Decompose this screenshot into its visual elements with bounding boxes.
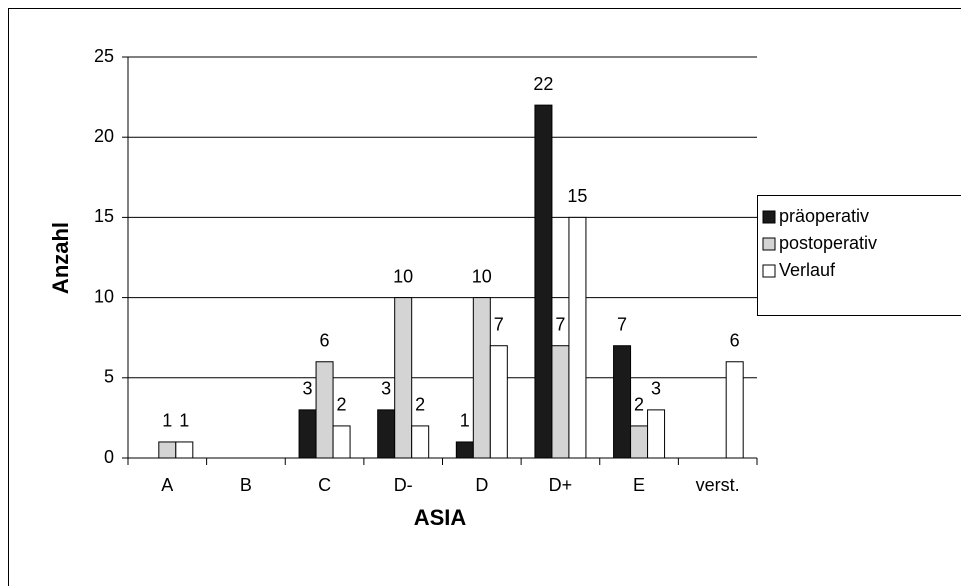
bar bbox=[394, 297, 413, 459]
y-axis-title: Anzahl bbox=[48, 222, 73, 294]
data-label: 7 bbox=[555, 314, 565, 334]
legend-box bbox=[757, 195, 961, 316]
bar bbox=[455, 441, 474, 459]
x-tick-label: verst. bbox=[696, 475, 740, 495]
y-tick-label: 10 bbox=[94, 286, 114, 306]
data-label: 3 bbox=[651, 379, 661, 399]
bar bbox=[158, 441, 177, 459]
x-axis-title: ASIA bbox=[414, 505, 467, 530]
data-label: 10 bbox=[472, 266, 492, 286]
x-tick-label: B bbox=[240, 475, 252, 495]
bar bbox=[411, 425, 430, 459]
legend-label: Verlauf bbox=[779, 260, 836, 280]
bar bbox=[175, 441, 194, 459]
data-label: 6 bbox=[730, 331, 740, 351]
y-tick-label: 5 bbox=[104, 367, 114, 387]
y-tick-label: 25 bbox=[94, 46, 114, 66]
data-label: 7 bbox=[494, 314, 504, 334]
legend-label: postoperativ bbox=[779, 233, 877, 253]
x-tick-label: E bbox=[633, 475, 645, 495]
bar bbox=[534, 104, 553, 459]
bar bbox=[472, 297, 491, 459]
data-label: 6 bbox=[320, 331, 330, 351]
data-label: 2 bbox=[634, 395, 644, 415]
bar bbox=[489, 345, 508, 459]
x-tick-label: D+ bbox=[549, 475, 573, 495]
data-label: 15 bbox=[567, 186, 587, 206]
x-tick-label: A bbox=[161, 475, 173, 495]
bar bbox=[613, 345, 632, 459]
x-tick-label: C bbox=[318, 475, 331, 495]
y-tick-label: 20 bbox=[94, 126, 114, 146]
y-tick-label: 0 bbox=[104, 447, 114, 467]
y-tick-label: 15 bbox=[94, 206, 114, 226]
bar bbox=[551, 345, 570, 459]
data-label: 1 bbox=[460, 411, 470, 431]
bar bbox=[725, 361, 744, 459]
data-label: 7 bbox=[617, 314, 627, 334]
data-label: 10 bbox=[393, 266, 413, 286]
x-tick-label: D- bbox=[394, 475, 413, 495]
bar bbox=[315, 361, 334, 459]
bar bbox=[568, 216, 587, 459]
data-label: 22 bbox=[533, 74, 553, 94]
bar bbox=[298, 409, 317, 459]
bar bbox=[630, 425, 649, 459]
bar bbox=[647, 409, 666, 459]
x-tick-label: D bbox=[475, 475, 488, 495]
bar bbox=[332, 425, 351, 459]
legend-swatch bbox=[762, 210, 776, 224]
data-label: 1 bbox=[179, 411, 189, 431]
legend-label: präoperativ bbox=[779, 206, 869, 226]
data-label: 1 bbox=[162, 411, 172, 431]
bar bbox=[377, 409, 396, 459]
frame bbox=[8, 8, 961, 586]
data-label: 2 bbox=[337, 395, 347, 415]
data-label: 2 bbox=[415, 395, 425, 415]
data-label: 3 bbox=[381, 379, 391, 399]
legend-swatch bbox=[762, 264, 776, 278]
legend-swatch bbox=[762, 237, 776, 251]
data-label: 3 bbox=[303, 379, 313, 399]
